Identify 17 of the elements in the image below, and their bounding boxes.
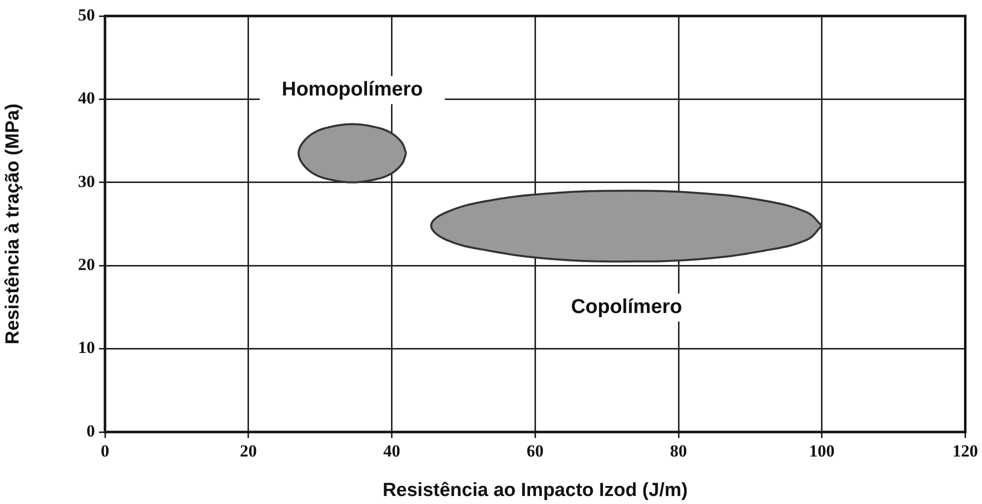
- x-tick-label: 40: [383, 442, 400, 461]
- y-tick-label: 30: [78, 172, 95, 191]
- y-tick-label: 10: [78, 338, 95, 358]
- x-tick-label: 60: [526, 442, 544, 461]
- x-tick-label: 0: [100, 442, 110, 461]
- x-tick-label: 80: [670, 442, 687, 461]
- x-tick-label: 120: [952, 442, 978, 461]
- series-label: Copolímero: [570, 296, 682, 318]
- y-tick-label: 20: [78, 254, 95, 274]
- series-label: Homopolímero: [282, 78, 423, 101]
- y-tick-label: 40: [78, 88, 95, 108]
- y-tick-label: 0: [86, 421, 95, 440]
- x-tick-label: 100: [809, 442, 835, 461]
- y-tick-label: 50: [78, 5, 95, 24]
- y-axis-title: Resistência à tração (MPa): [2, 104, 24, 344]
- x-axis-title: Resistência ao Impacto Izod (J/m): [382, 480, 688, 501]
- x-tick-label: 20: [240, 442, 257, 461]
